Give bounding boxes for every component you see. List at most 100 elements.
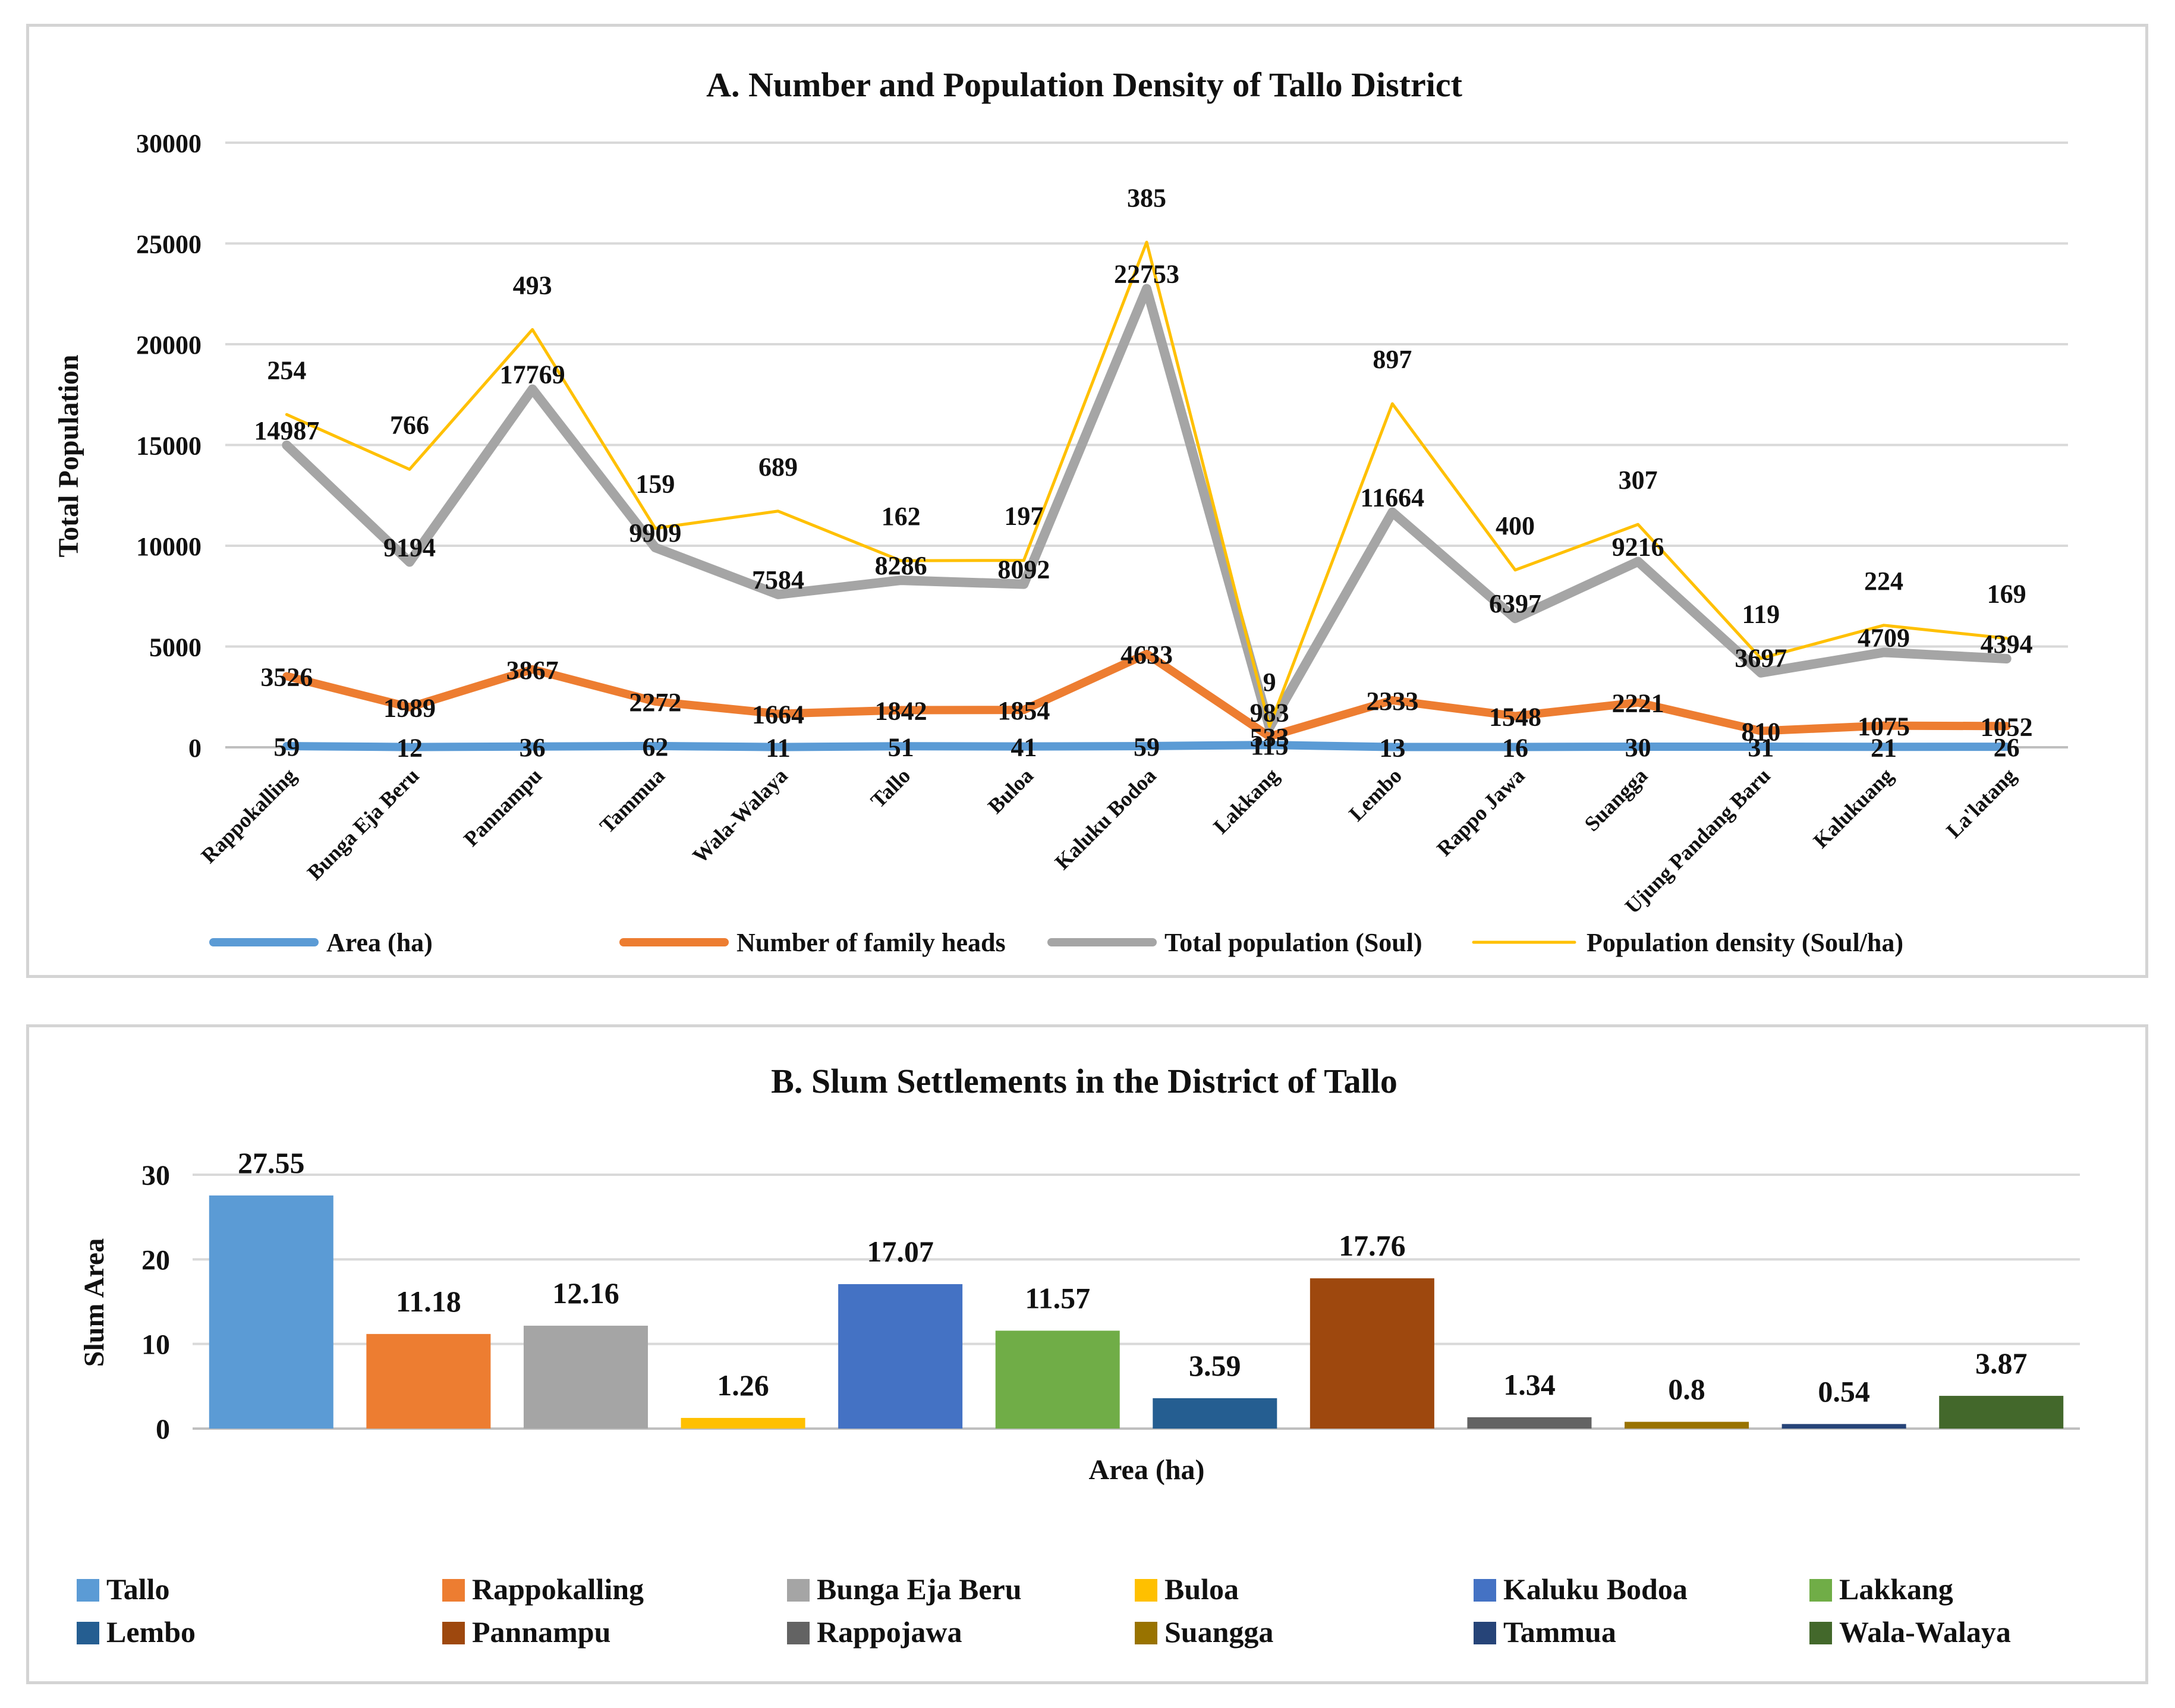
legend-label: Population density (Soul/ha) [1587, 928, 1903, 957]
legend-label: Rappokalling [472, 1572, 644, 1606]
x-tick-label: Suangga [1580, 763, 1653, 836]
data-label: 254 [267, 356, 306, 385]
y-tick-label: 10 [141, 1329, 170, 1361]
x-tick-label: Tammua [595, 763, 669, 838]
data-label: 9194 [383, 533, 436, 562]
data-label: 159 [635, 470, 675, 499]
data-label: 2333 [1366, 687, 1418, 716]
data-label: 6397 [1489, 589, 1541, 618]
series-line-0 [282, 741, 2011, 751]
legend-label: Tallo [106, 1572, 170, 1606]
data-label: 169 [1987, 580, 2026, 609]
data-label: 51 [888, 732, 914, 762]
x-tick-label: Kaluku Bodoa [1050, 763, 1161, 874]
data-label: 766 [390, 411, 429, 440]
bar [1467, 1417, 1592, 1429]
legend-label: Kaluku Bodoa [1503, 1572, 1688, 1606]
data-label: 400 [1496, 511, 1535, 540]
data-label: 9216 [1612, 533, 1664, 562]
bar [1625, 1421, 1749, 1429]
data-label: 36 [520, 733, 546, 762]
x-tick-label: Pannampu [459, 763, 546, 851]
data-label: 2221 [1612, 689, 1664, 718]
chart-b-title: B. Slum Settlements in the District of T… [771, 1062, 1397, 1100]
data-label: 224 [1864, 567, 1903, 596]
bar [209, 1195, 333, 1429]
data-label: 1052 [1981, 712, 2033, 741]
y-tick-label: 5000 [149, 633, 202, 662]
bar-value-label: 3.59 [1189, 1349, 1241, 1382]
legend-label: Total population (Soul) [1164, 928, 1422, 957]
legend-swatch [1474, 1579, 1496, 1602]
x-tick-label: Lakkang [1208, 763, 1283, 838]
x-tick-label: Kalukuang [1809, 763, 1898, 853]
data-label: 7584 [752, 565, 804, 595]
bar-value-label: 27.55 [238, 1146, 305, 1179]
x-tick-label: Lembo [1344, 763, 1406, 826]
legend-swatch [787, 1579, 810, 1602]
data-label: 14987 [254, 416, 319, 445]
bar-value-label: 11.57 [1025, 1281, 1090, 1314]
data-label: 162 [882, 502, 921, 531]
data-label: 4633 [1120, 640, 1173, 669]
bar-value-label: 17.76 [1339, 1229, 1406, 1262]
bar-value-label: 1.34 [1503, 1368, 1556, 1401]
data-label: 17769 [500, 360, 565, 389]
data-label: 21 [1871, 733, 1897, 762]
series-line-1 [282, 649, 2011, 741]
data-label: 3526 [260, 662, 313, 691]
chart-b-bars: 27.55 11.18 12.16 1.26 17.07 11.57 3.59 17.76 1.… [209, 1146, 2064, 1429]
legend-swatch [77, 1579, 99, 1602]
data-label: 1989 [383, 694, 436, 723]
bar-value-label: 0.8 [1668, 1373, 1705, 1406]
data-label: 4709 [1858, 623, 1910, 652]
bar-value-label: 11.18 [396, 1285, 461, 1318]
x-tick-label: La'latang [1941, 763, 2020, 842]
bar [681, 1418, 805, 1429]
y-tick-label: 30 [141, 1160, 170, 1191]
legend-label: Number of family heads [736, 928, 1006, 957]
data-label: 16 [1502, 733, 1528, 762]
legend-label: Bunga Eja Beru [817, 1572, 1022, 1606]
legend-label: Rappojawa [817, 1615, 962, 1649]
data-label: 3867 [506, 656, 559, 685]
bar [995, 1330, 1120, 1429]
data-label: 26 [1994, 733, 2020, 762]
chart-a-y-ticks: 0 5000 10000 15000 20000 25000 30000 [136, 129, 202, 763]
chart-b-gridlines [193, 1174, 2080, 1430]
data-label: 31 [1748, 733, 1774, 762]
data-label: 2272 [629, 688, 681, 717]
data-label: 1854 [997, 696, 1050, 725]
data-label: 12 [396, 734, 423, 763]
data-label: 62 [642, 732, 668, 762]
data-label: 59 [273, 732, 300, 762]
bar [1310, 1278, 1434, 1429]
legend-swatch [1135, 1579, 1157, 1602]
bar-value-label: 1.26 [717, 1369, 769, 1402]
legend-label: Pannampu [472, 1615, 610, 1649]
legend-label: Buloa [1164, 1572, 1239, 1606]
bar-value-label: 17.07 [867, 1235, 934, 1268]
data-label: 22753 [1114, 260, 1179, 289]
chart-a-legend: Area (ha) Number of family heads Total pop… [209, 928, 1903, 957]
chart-a-y-axis-label: Total Population [53, 355, 84, 558]
legend-label: Lakkang [1839, 1572, 1953, 1606]
data-label: 197 [1004, 502, 1043, 531]
data-label: 9 [1263, 668, 1276, 697]
x-tick-label: Buloa [983, 763, 1038, 818]
data-label: 119 [1742, 599, 1780, 628]
y-tick-label: 15000 [136, 432, 202, 461]
legend-label: Lembo [106, 1615, 196, 1649]
data-label: 385 [1127, 183, 1166, 212]
chart-a-panel: A. Number and Population Density of Tall… [26, 24, 2148, 978]
bar-value-label: 12.16 [552, 1276, 619, 1310]
series-line-2 [282, 284, 2012, 732]
data-label: 11664 [1361, 483, 1425, 512]
legend-swatch [1135, 1622, 1157, 1644]
legend-label: Wala-Walaya [1839, 1615, 2011, 1649]
legend-swatch [1809, 1622, 1832, 1644]
chart-a-x-ticks: Rappokalling Bunga Eja Beru Pannampu Tammua… [197, 763, 2021, 918]
data-label: 810 [1741, 718, 1780, 747]
data-label: 1664 [752, 700, 804, 729]
bar [1153, 1398, 1277, 1429]
